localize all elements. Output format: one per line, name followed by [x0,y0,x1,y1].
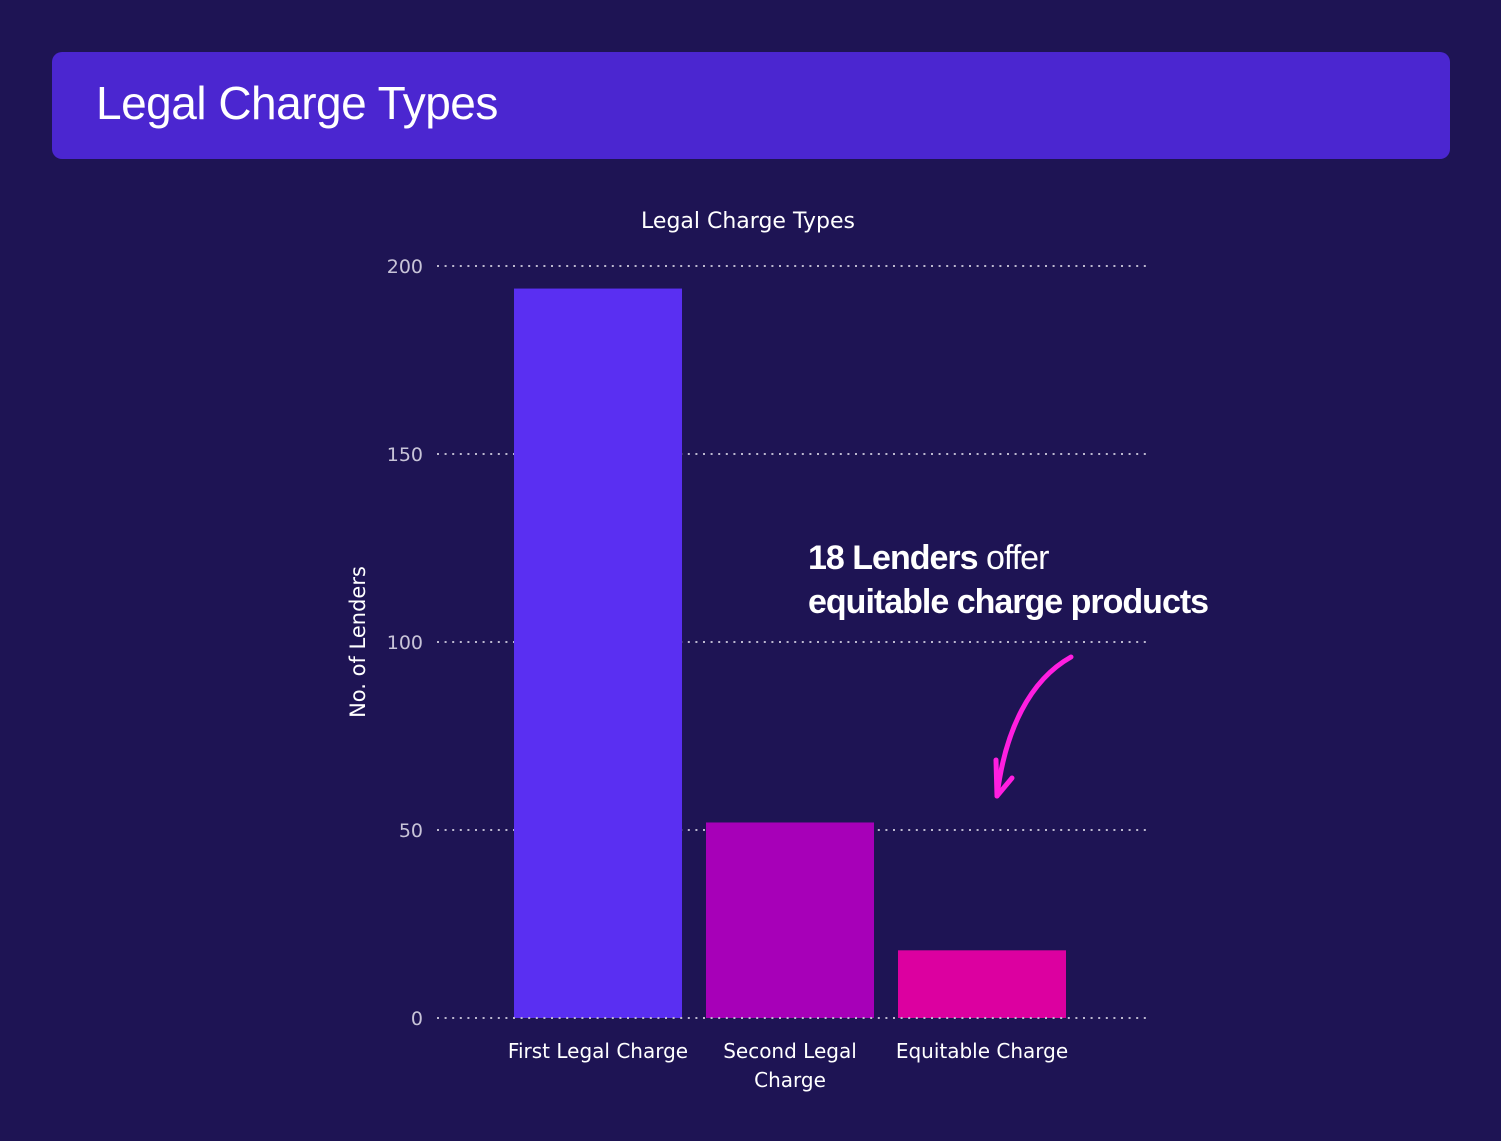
y-tick-label: 150 [387,444,423,466]
x-tick-label: Second Legal Charge [723,1039,857,1092]
x-tick-label: Equitable Charge [896,1039,1068,1063]
annotation-text: offer [985,539,1049,577]
x-tick-label: First Legal Charge [508,1039,688,1063]
bar [706,822,874,1018]
bar [898,950,1066,1018]
y-ticks: 0 50 100 150 200 [387,256,423,1030]
header-banner: Legal Charge Types [52,52,1450,159]
annotation-callout: 18 Lenders offer equitable charge produc… [808,536,1209,624]
x-tick-label-line: Equitable Charge [896,1039,1068,1063]
y-tick-label: 50 [399,820,423,842]
arrow-head [993,757,1015,799]
annotation-arrow [993,654,1074,799]
chart-title: Legal Charge Types [641,209,855,234]
bar [514,288,682,1018]
y-tick-label: 100 [387,632,423,654]
annotation-highlight-2: equitable charge products [808,583,1209,621]
x-tick-label-line: Second Legal [723,1039,857,1063]
x-ticks: First Legal Charge Second Legal Charge Equi… [508,1039,1068,1092]
x-tick-label-line: First Legal Charge [508,1039,688,1063]
y-tick-label: 0 [411,1008,423,1030]
arrow-curve [994,654,1074,799]
annotation-highlight: 18 Lenders [808,539,979,577]
x-tick-label-line: Charge [754,1068,826,1092]
y-axis-label: No. of Lenders [346,566,370,718]
page-title: Legal Charge Types [96,77,498,129]
bars [514,288,1066,1018]
y-tick-label: 200 [387,256,423,278]
